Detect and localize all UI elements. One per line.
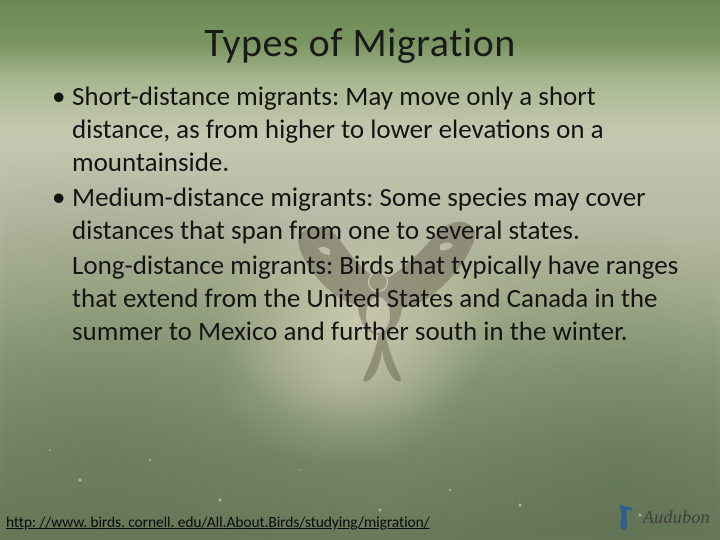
bullet-item: Long-distance migrants: Birds that typic… [52,250,686,349]
source-url-link[interactable]: http: //www. birds. cornell. edu/All.Abo… [6,513,430,532]
egret-icon [613,502,639,532]
footer: http: //www. birds. cornell. edu/All.Abo… [0,502,720,532]
logo-text: Audubon [643,507,710,528]
bullet-list: Short-distance migrants: May move only a… [34,81,686,349]
slide-container: Types of Migration Short-distance migran… [0,0,720,540]
slide-title: Types of Migration [34,18,686,67]
bullet-item: Medium-distance migrants: Some species m… [52,182,686,248]
audubon-logo: Audubon [613,502,710,532]
bullet-item: Short-distance migrants: May move only a… [52,81,686,180]
